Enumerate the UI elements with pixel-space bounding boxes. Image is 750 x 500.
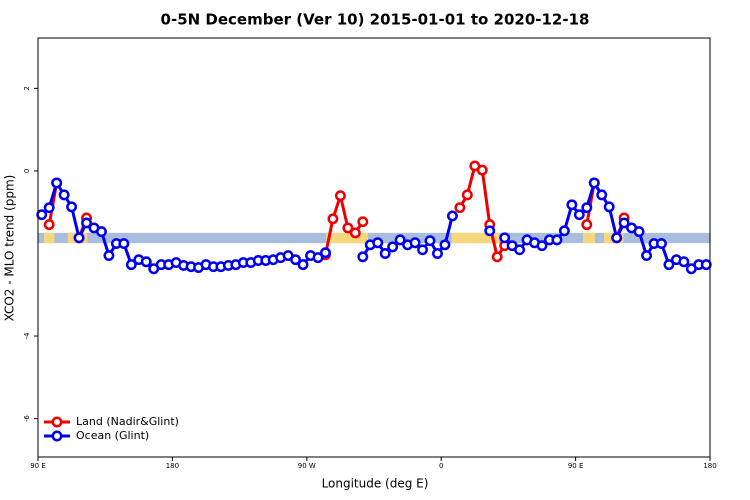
data-point	[81, 217, 92, 229]
y-axis-label: XCO2 - MLO trend (ppm)	[3, 175, 17, 322]
land-span	[583, 232, 596, 244]
data-point	[454, 202, 466, 214]
data-point	[611, 232, 623, 244]
x-tick-label: 90 E	[30, 462, 46, 470]
data-point	[327, 213, 339, 225]
data-point	[461, 189, 473, 201]
data-point	[66, 201, 78, 213]
data-point	[663, 259, 675, 271]
land-span	[451, 232, 500, 244]
data-point	[36, 209, 48, 221]
data-point	[58, 189, 70, 201]
data-point	[372, 237, 384, 249]
data-point	[581, 202, 593, 214]
data-point	[641, 250, 652, 261]
y-tick-label: -6	[23, 415, 31, 423]
data-point	[558, 225, 570, 237]
data-point	[499, 232, 511, 244]
data-point	[417, 244, 428, 256]
data-point	[633, 226, 645, 238]
data-point	[349, 227, 361, 239]
y-tick-label: -4	[23, 332, 31, 340]
data-point	[118, 238, 130, 250]
data-point	[394, 234, 406, 246]
legend-marker	[51, 430, 63, 442]
x-tick-label: 90 W	[298, 462, 316, 470]
legend-marker	[51, 416, 63, 428]
data-point	[678, 256, 690, 268]
data-point	[320, 247, 331, 259]
chart-title: 0-5N December (Ver 10) 2015-01-01 to 202…	[161, 11, 590, 29]
data-point	[357, 216, 369, 228]
data-point	[140, 256, 152, 268]
legend-label: Ocean (Glint)	[76, 429, 149, 442]
data-point	[51, 177, 63, 189]
data-point	[409, 237, 421, 249]
data-point	[566, 199, 578, 211]
data-point	[514, 244, 526, 256]
legend-label: Land (Nadir&Glint)	[76, 415, 179, 428]
data-point	[424, 235, 436, 247]
x-tick-label: 90 E	[568, 462, 584, 470]
data-point	[103, 250, 115, 261]
data-point	[357, 251, 369, 263]
data-point	[432, 248, 443, 259]
data-point	[43, 202, 55, 214]
data-point	[656, 238, 667, 250]
data-point	[603, 201, 615, 213]
data-point	[387, 241, 399, 253]
reference-band	[38, 232, 710, 244]
data-point	[96, 226, 107, 238]
data-point	[379, 248, 391, 259]
data-point	[125, 259, 137, 271]
land-span	[326, 232, 369, 244]
data-point	[334, 190, 346, 202]
data-point	[573, 209, 585, 221]
x-axis-label: Longitude (deg E)	[322, 477, 429, 491]
data-point	[536, 240, 548, 252]
data-point	[312, 252, 324, 264]
data-point	[700, 259, 712, 271]
data-point	[588, 177, 600, 189]
land-span	[43, 232, 55, 244]
data-point	[618, 217, 630, 229]
data-point	[439, 239, 451, 251]
plot-frame	[37, 37, 711, 458]
data-point	[476, 164, 488, 176]
data-point	[581, 219, 593, 231]
y-tick-label: 0	[23, 169, 31, 173]
data-point	[342, 222, 354, 234]
data-point	[290, 254, 302, 266]
data-point	[446, 210, 458, 222]
data-point	[491, 251, 503, 263]
data-point	[43, 219, 55, 231]
data-point	[551, 234, 563, 246]
x-tick-label: 180	[703, 462, 716, 470]
data-point	[484, 225, 496, 237]
data-point	[596, 189, 608, 201]
x-tick-label: 0	[439, 462, 443, 470]
data-point	[297, 259, 309, 271]
y-tick-label: 2	[23, 86, 31, 90]
data-point	[73, 232, 85, 244]
x-tick-label: 180	[166, 462, 179, 470]
